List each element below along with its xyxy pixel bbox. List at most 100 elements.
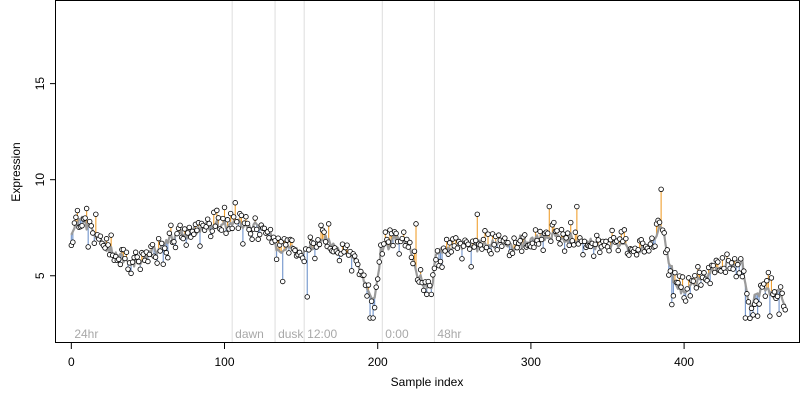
data-point [90,230,96,236]
data-point [183,242,189,248]
data-point [137,266,143,273]
data-point [428,291,435,298]
data-point [496,232,502,238]
data-point [361,272,367,278]
data-point [204,216,211,222]
data-point [535,241,542,247]
data-point [255,236,261,242]
data-point [594,232,600,239]
data-point [687,293,693,299]
data-point [103,236,110,242]
data-point [744,291,750,297]
data-point [439,264,445,270]
y-axis-label: Expression [9,142,23,201]
data-point [172,244,179,251]
data-point [224,217,231,223]
data-point [482,228,488,234]
data-point [249,236,255,242]
data-point [149,241,156,248]
data-point [548,238,554,244]
data-point [379,251,386,257]
data-point [411,248,418,255]
data-point [466,246,473,252]
data-point [159,240,165,247]
data-point [447,240,453,246]
data-point [491,242,497,248]
phase-label-0: 24hr [74,327,98,341]
data-point [710,262,716,269]
data-point [132,249,139,255]
data-point [745,299,752,305]
data-point [719,255,726,261]
data-point [83,205,90,212]
data-point [679,274,686,280]
phase-label-5: 48hr [437,327,461,341]
data-point [181,226,188,232]
data-point [171,239,177,245]
data-point [474,211,480,217]
data-point [375,276,381,282]
data-point [214,207,220,214]
data-point [88,223,94,229]
data-point [385,239,392,245]
data-point [782,307,788,313]
phase-label-2: dusk [278,327,304,341]
data-point [79,222,85,229]
data-point [368,298,375,304]
data-point [180,235,186,242]
data-point [203,224,209,230]
data-point [352,253,358,259]
data-point [85,244,91,250]
x-axis-label: Sample index [391,375,464,389]
data-point [591,253,597,259]
data-point [499,243,505,249]
data-point [537,228,543,235]
phase-label-3: 12:00 [307,327,337,341]
data-point [321,229,327,235]
data-point [465,241,471,247]
data-point [658,186,664,192]
data-point [417,267,424,273]
data-point [678,284,684,290]
data-point [555,235,562,242]
data-point [554,228,560,234]
data-point [117,261,124,268]
data-point [733,273,739,280]
data-point [401,229,407,235]
data-point [460,243,467,249]
data-point [218,227,225,233]
data-point [640,240,646,246]
data-point [166,230,173,236]
data-point [215,215,222,221]
data-point [177,222,183,228]
data-point [646,248,652,254]
data-point [762,293,768,299]
data-point [261,225,268,232]
data-point [191,231,197,237]
data-point [741,268,747,274]
data-point [145,258,151,265]
data-point [310,240,317,247]
data-point [390,242,396,249]
data-point [136,258,142,265]
data-point [580,252,586,258]
data-point [232,200,238,206]
data-point [424,291,430,298]
residual-layer [70,189,786,319]
data-point [735,261,741,268]
data-point [162,245,168,251]
data-point [488,251,494,257]
data-point [459,256,465,262]
data-point [206,220,212,227]
data-point [247,231,254,237]
data-point [306,247,312,253]
data-point [220,215,226,222]
data-point [71,220,78,226]
data-point [603,238,609,245]
data-point [152,254,159,260]
data-point [289,237,295,244]
data-point [257,231,263,238]
data-point [609,227,615,234]
data-point [97,233,104,239]
